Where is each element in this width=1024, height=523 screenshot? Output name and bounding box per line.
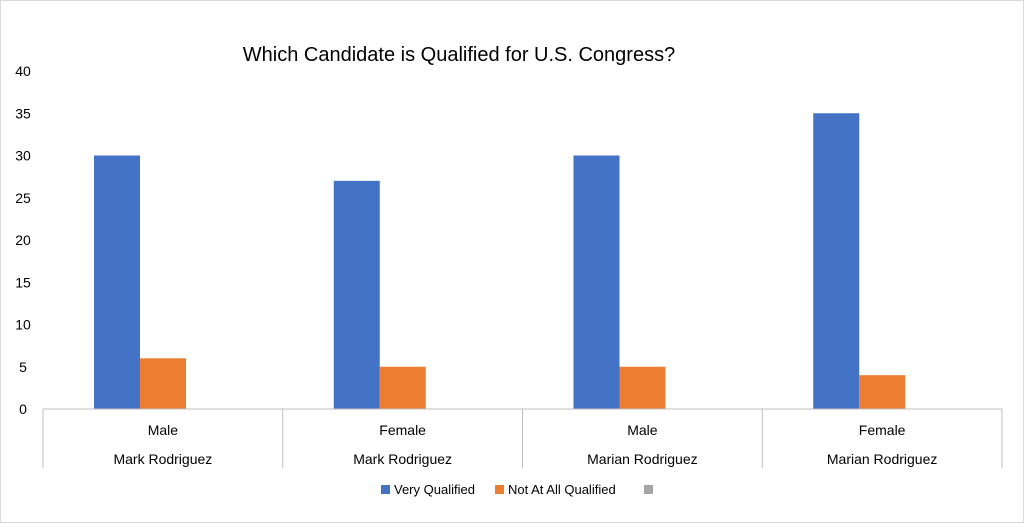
category-candidate-label: Marian Rodriguez <box>827 451 938 467</box>
axes <box>42 408 1003 468</box>
y-tick-label: 10 <box>15 317 31 333</box>
y-tick-label: 15 <box>15 274 31 290</box>
y-tick-label: 25 <box>15 190 31 206</box>
y-tick-label: 20 <box>15 232 31 248</box>
category-labels: Male Mark Rodriguez Female Mark Rodriguez Ma… <box>113 422 937 467</box>
y-tick-label: 0 <box>19 401 27 417</box>
y-axis-ticks: 0 5 10 15 20 25 30 35 40 <box>15 63 31 417</box>
bar-very-qualified-2 <box>333 180 380 409</box>
legend: Very Qualified Not At All Qualified <box>381 482 653 497</box>
bar-not-at-all-qualified-1 <box>140 358 186 409</box>
y-tick-label: 5 <box>19 359 27 375</box>
chart-title: Which Candidate is Qualified for U.S. Co… <box>243 44 675 66</box>
y-tick-label: 35 <box>15 105 31 121</box>
category-candidate-label: Marian Rodriguez <box>587 451 698 467</box>
category-gender-label: Female <box>379 422 426 438</box>
category-gender-label: Male <box>627 422 658 438</box>
category-candidate-label: Mark Rodriguez <box>113 451 212 467</box>
legend-swatch <box>644 485 653 494</box>
legend-swatch <box>495 485 504 494</box>
y-tick-label: 40 <box>15 63 31 79</box>
category-gender-label: Female <box>859 422 906 438</box>
bar-not-at-all-qualified-2 <box>379 366 426 409</box>
legend-swatch <box>381 485 390 494</box>
legend-label: Very Qualified <box>394 482 475 497</box>
legend-label: Not At All Qualified <box>508 482 616 497</box>
bar-very-qualified-3 <box>573 155 620 409</box>
bars <box>94 113 906 409</box>
y-tick-label: 30 <box>15 148 31 164</box>
category-gender-label: Male <box>148 422 179 438</box>
category-candidate-label: Mark Rodriguez <box>353 451 452 467</box>
bar-very-qualified-4 <box>813 113 860 409</box>
bar-not-at-all-qualified-3 <box>619 366 666 409</box>
bar-not-at-all-qualified-4 <box>859 375 906 409</box>
bar-very-qualified-1 <box>94 155 140 409</box>
